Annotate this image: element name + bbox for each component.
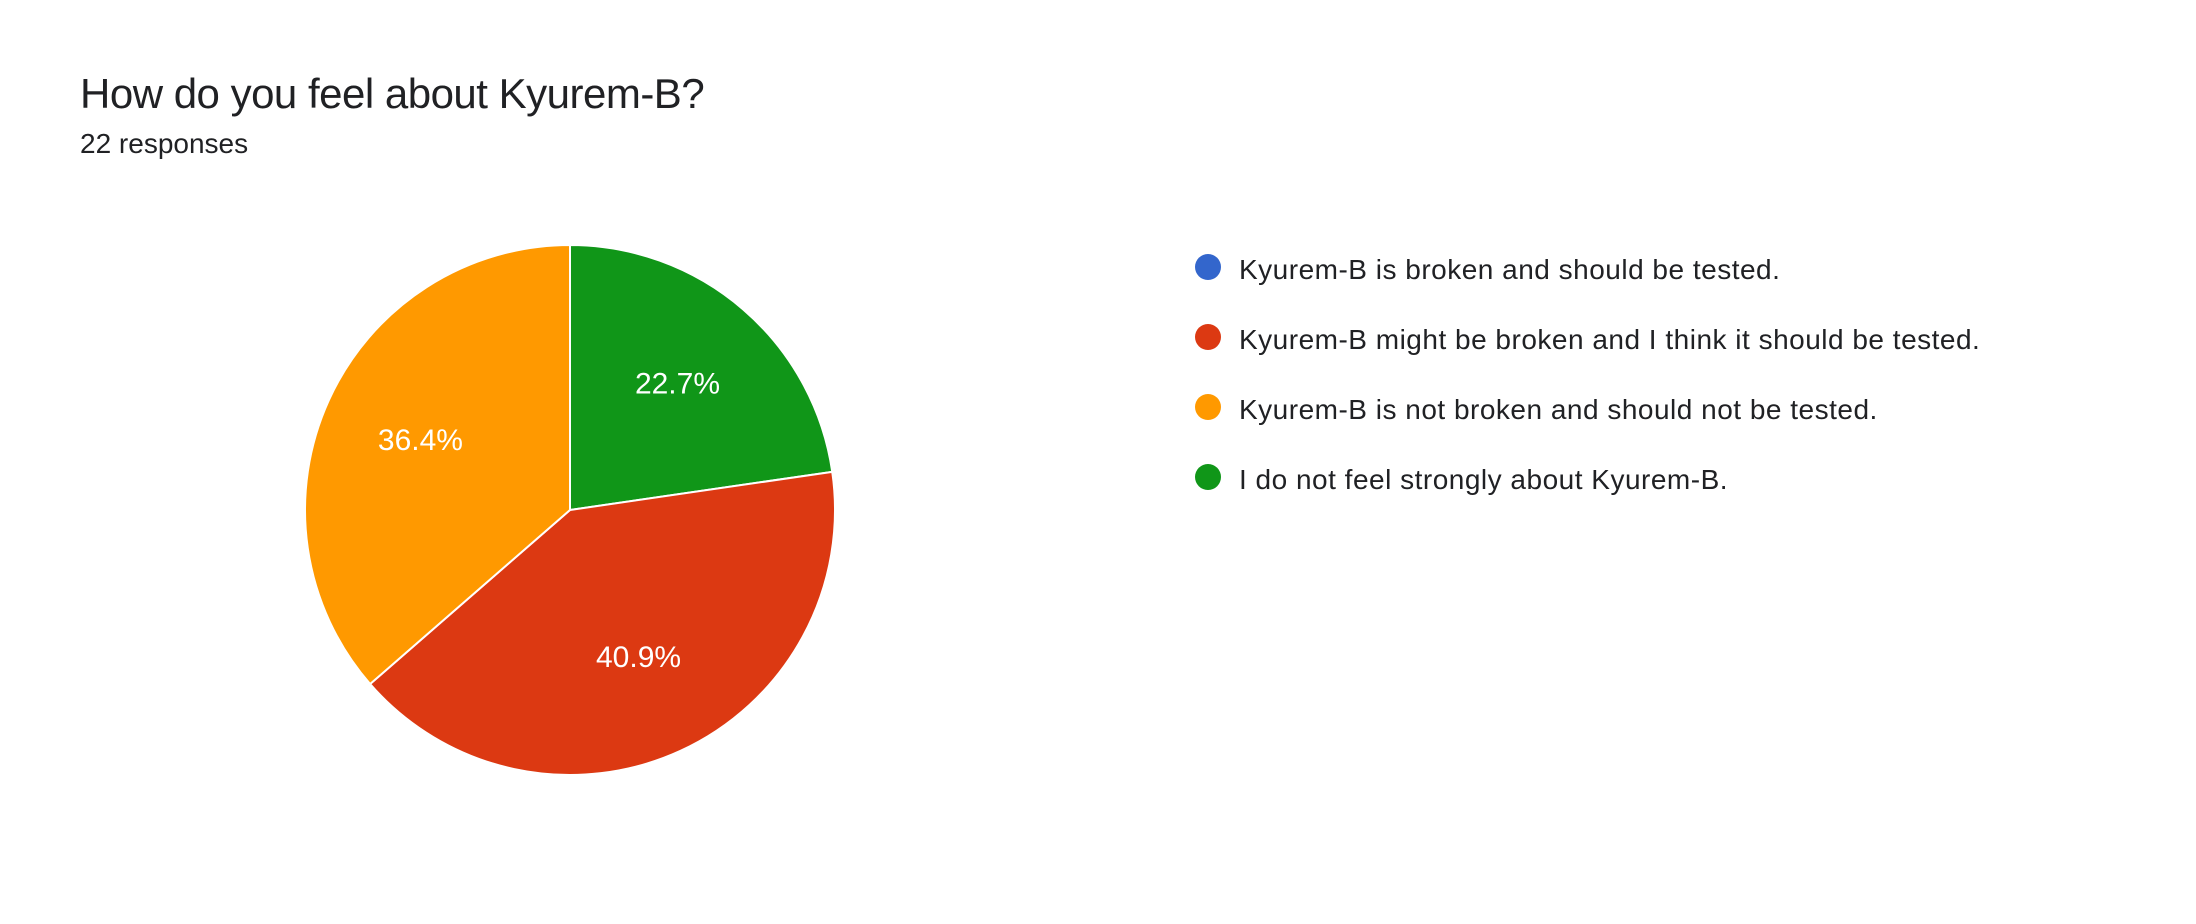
legend-label: I do not feel strongly about Kyurem-B. — [1239, 460, 1728, 500]
chart-legend: Kyurem-B is broken and should be tested.… — [1195, 250, 2125, 530]
legend-swatch — [1195, 464, 1221, 490]
legend-item[interactable]: Kyurem-B is not broken and should not be… — [1195, 390, 2125, 430]
pie-slice-label: 36.4% — [378, 424, 463, 457]
legend-label: Kyurem-B is broken and should be tested. — [1239, 250, 1780, 290]
chart-title: How do you feel about Kyurem-B? — [80, 70, 704, 118]
pie-svg: 22.7% 40.9% 36.4% — [300, 240, 840, 780]
legend-swatch — [1195, 324, 1221, 350]
chart-header: How do you feel about Kyurem-B? 22 respo… — [80, 70, 704, 160]
legend-swatch — [1195, 394, 1221, 420]
pie-slice-label: 40.9% — [596, 641, 681, 674]
pie-chart: 22.7% 40.9% 36.4% — [300, 240, 840, 780]
pie-slice-label: 22.7% — [635, 368, 720, 401]
legend-item[interactable]: Kyurem-B might be broken and I think it … — [1195, 320, 2125, 360]
legend-label: Kyurem-B might be broken and I think it … — [1239, 320, 1980, 360]
chart-subtitle: 22 responses — [80, 128, 704, 160]
legend-swatch — [1195, 254, 1221, 280]
legend-item[interactable]: Kyurem-B is broken and should be tested. — [1195, 250, 2125, 290]
legend-label: Kyurem-B is not broken and should not be… — [1239, 390, 1878, 430]
legend-item[interactable]: I do not feel strongly about Kyurem-B. — [1195, 460, 2125, 500]
